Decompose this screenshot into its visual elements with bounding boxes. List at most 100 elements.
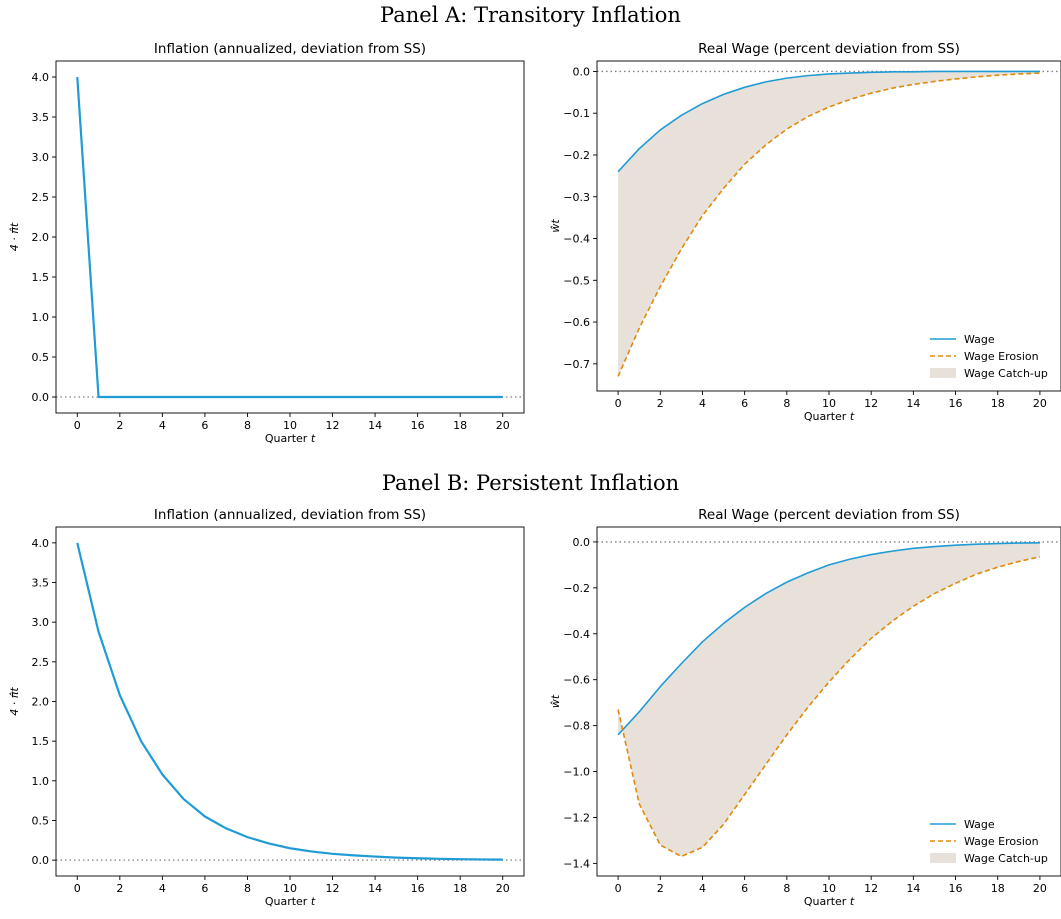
legend-catchup-swatch — [930, 853, 956, 863]
y-axis-label: ŵt — [549, 694, 562, 708]
y-tick-label: 0.0 — [573, 536, 591, 549]
y-tick-label: 1.0 — [32, 775, 50, 788]
y-tick-label: −1.2 — [563, 811, 590, 824]
x-tick-label: 14 — [368, 419, 382, 432]
x-tick-label: 20 — [1033, 397, 1047, 410]
y-tick-label: 3.0 — [32, 151, 50, 164]
axes-frame — [55, 526, 525, 877]
chart-title: Inflation (annualized, deviation from SS… — [154, 41, 426, 57]
x-axis-label: Quarter t — [804, 410, 855, 423]
y-tick-label: −0.2 — [563, 149, 590, 162]
y-tick-label: 0.0 — [32, 391, 50, 404]
x-tick-label: 20 — [1033, 882, 1047, 895]
x-tick-label: 8 — [244, 419, 251, 432]
y-tick-label: −0.4 — [563, 233, 590, 246]
y-tick-label: −1.4 — [563, 857, 590, 870]
y-tick-label: −0.6 — [563, 316, 590, 329]
y-tick-label: 2.0 — [32, 231, 50, 244]
x-tick-label: 12 — [864, 397, 878, 410]
y-tick-label: −1.0 — [563, 766, 590, 779]
x-tick-label: 8 — [783, 397, 790, 410]
wage-line — [617, 542, 1040, 736]
legend-label: Wage — [964, 333, 995, 346]
y-tick-label: 3.5 — [32, 577, 50, 590]
y-tick-label: −0.8 — [563, 720, 590, 733]
y-tick-label: 0.5 — [32, 351, 50, 364]
x-axis-label: Quarter t — [804, 895, 855, 908]
y-tick-label: 1.5 — [32, 735, 50, 748]
x-tick-label: 16 — [949, 397, 963, 410]
x-tick-label: 20 — [496, 882, 510, 895]
x-tick-label: 0 — [615, 882, 622, 895]
x-tick-label: 2 — [116, 419, 123, 432]
x-tick-label: 12 — [864, 882, 878, 895]
inflation-line — [76, 542, 503, 861]
chart-0: Inflation (annualized, deviation from SS… — [8, 41, 525, 445]
x-tick-label: 2 — [657, 397, 664, 410]
y-tick-label: −0.6 — [563, 674, 590, 687]
chart-1: Real Wage (percent deviation from SS) 0 2 4… — [549, 41, 1061, 423]
x-tick-label: 6 — [741, 397, 748, 410]
y-tick-label: 2.0 — [32, 696, 50, 709]
y-tick-label: 0.5 — [32, 814, 50, 827]
panel-b-title: Panel B: Persistent Inflation — [381, 471, 680, 495]
y-tick-label: 0.0 — [32, 854, 50, 867]
y-tick-label: 1.0 — [32, 311, 50, 324]
chart-title: Inflation (annualized, deviation from SS… — [154, 507, 426, 523]
legend-label: Wage Erosion — [964, 350, 1039, 363]
x-tick-label: 0 — [74, 419, 81, 432]
y-tick-label: −0.7 — [563, 358, 590, 371]
axes-frame — [55, 60, 525, 414]
x-tick-label: 10 — [283, 419, 297, 432]
x-tick-label: 12 — [326, 882, 340, 895]
chart-2: Inflation (annualized, deviation from SS… — [8, 507, 525, 908]
x-tick-label: 14 — [906, 882, 920, 895]
x-tick-label: 0 — [615, 397, 622, 410]
legend-label: Wage Erosion — [964, 835, 1039, 848]
legend: Wage Wage Erosion Wage Catch-up — [930, 333, 1048, 380]
x-tick-label: 18 — [453, 419, 467, 432]
y-axis-label: 4 · π̂t — [8, 222, 21, 251]
x-tick-label: 8 — [244, 882, 251, 895]
x-tick-label: 20 — [496, 419, 510, 432]
x-tick-label: 6 — [741, 882, 748, 895]
x-tick-label: 12 — [326, 419, 340, 432]
x-tick-label: 10 — [822, 882, 836, 895]
y-tick-label: 4.0 — [32, 71, 50, 84]
y-tick-label: −0.1 — [563, 107, 590, 120]
x-axis-label: Quarter t — [265, 895, 316, 908]
legend-label: Wage Catch-up — [964, 367, 1048, 380]
x-tick-label: 4 — [699, 397, 706, 410]
y-tick-label: −0.2 — [563, 582, 590, 595]
chart-title: Real Wage (percent deviation from SS) — [698, 41, 960, 57]
panel-a-title: Panel A: Transitory Inflation — [380, 3, 681, 27]
legend: Wage Wage Erosion Wage Catch-up — [930, 818, 1048, 865]
y-tick-label: 3.0 — [32, 616, 50, 629]
x-tick-label: 16 — [411, 882, 425, 895]
y-tick-label: 1.5 — [32, 271, 50, 284]
x-tick-label: 8 — [783, 882, 790, 895]
x-axis-label: Quarter t — [265, 432, 316, 445]
x-tick-label: 10 — [283, 882, 297, 895]
x-tick-label: 2 — [116, 882, 123, 895]
y-tick-label: 0.0 — [573, 65, 591, 78]
x-tick-label: 16 — [411, 419, 425, 432]
x-tick-label: 18 — [991, 882, 1005, 895]
legend-label: Wage — [964, 818, 995, 831]
y-tick-label: 4.0 — [32, 537, 50, 550]
y-tick-label: −0.3 — [563, 191, 590, 204]
x-tick-label: 0 — [74, 882, 81, 895]
x-tick-label: 14 — [368, 882, 382, 895]
x-tick-label: 6 — [201, 419, 208, 432]
chart-title: Real Wage (percent deviation from SS) — [698, 507, 960, 523]
x-tick-label: 4 — [699, 882, 706, 895]
x-tick-label: 16 — [949, 882, 963, 895]
x-tick-label: 18 — [991, 397, 1005, 410]
x-tick-label: 14 — [906, 397, 920, 410]
wage-catchup-area — [618, 71, 1040, 377]
x-tick-label: 4 — [159, 419, 166, 432]
y-tick-label: 2.5 — [32, 191, 50, 204]
erosion-line — [617, 72, 1040, 377]
y-axis-label: 4 · π̂t — [8, 687, 21, 716]
